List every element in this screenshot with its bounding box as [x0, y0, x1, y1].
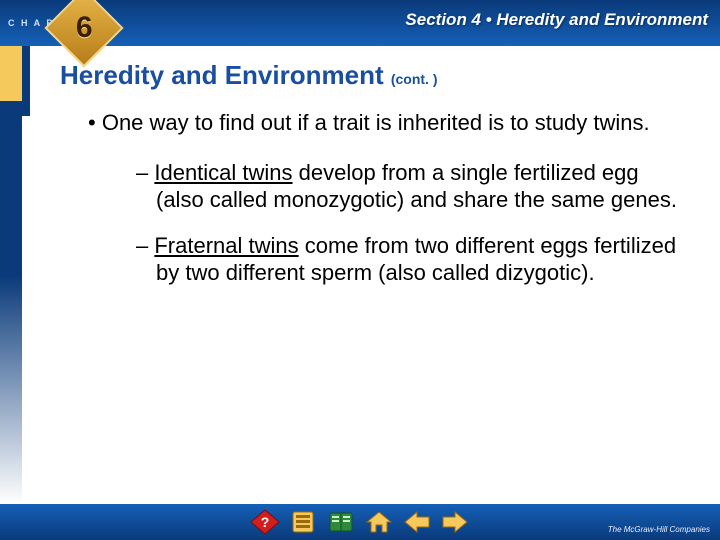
chapter-number: 6	[76, 11, 93, 45]
slide-content: Heredity and Environment (cont. ) One wa…	[60, 60, 690, 305]
home-icon[interactable]	[364, 509, 394, 535]
title-cont: (cont. )	[391, 71, 438, 87]
title-text: Heredity and Environment	[60, 60, 391, 90]
left-accent-stripe	[0, 46, 22, 504]
svg-text:?: ?	[261, 514, 270, 530]
main-bullet: One way to find out if a trait is inheri…	[88, 109, 690, 137]
slide-title: Heredity and Environment (cont. )	[60, 60, 690, 91]
publisher-label: The McGraw-Hill Companies	[608, 526, 710, 534]
sub-bullet-1: Identical twins develop from a single fe…	[136, 159, 690, 214]
chapter-menu-icon[interactable]	[288, 509, 318, 535]
footer-bar: ? The McGraw-Hill Companies	[0, 504, 720, 540]
term-1: Identical twins	[154, 160, 292, 185]
sub-bullet-2: Fraternal twins come from two different …	[136, 232, 690, 287]
contents-icon[interactable]	[326, 509, 356, 535]
section-label: Section 4 • Heredity and Environment	[405, 10, 708, 30]
back-icon[interactable]	[402, 509, 432, 535]
term-2: Fraternal twins	[154, 233, 298, 258]
help-icon[interactable]: ?	[250, 509, 280, 535]
forward-icon[interactable]	[440, 509, 470, 535]
